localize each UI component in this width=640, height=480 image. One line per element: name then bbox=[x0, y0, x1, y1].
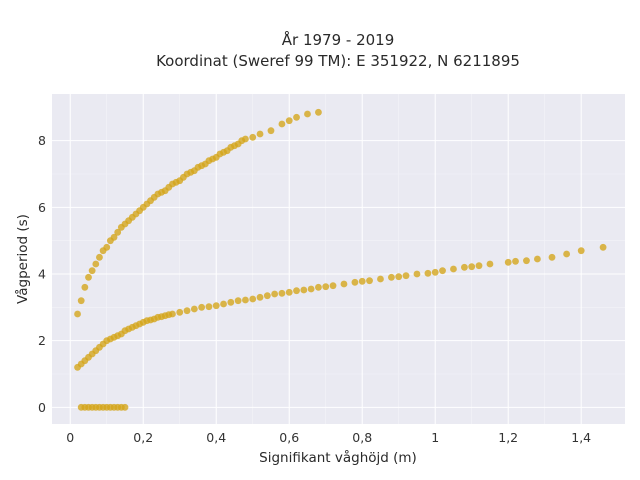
data-point-swell bbox=[77, 297, 85, 305]
chart-title: År 1979 - 2019 Koordinat (Sweref 99 TM):… bbox=[156, 30, 520, 70]
data-point-swell bbox=[103, 243, 111, 251]
data-point-wind-sea bbox=[461, 263, 468, 271]
data-point-wind-sea bbox=[322, 283, 330, 291]
data-point-wind-sea bbox=[577, 247, 585, 255]
data-point-wind-sea bbox=[599, 243, 607, 251]
data-point-swell bbox=[315, 108, 322, 116]
data-point-wind-sea bbox=[388, 273, 395, 281]
data-point-swell bbox=[96, 253, 103, 261]
data-point-swell bbox=[285, 117, 293, 125]
plot-area bbox=[52, 94, 625, 424]
data-point-wind-sea bbox=[198, 303, 206, 311]
data-point-wind-sea bbox=[358, 277, 366, 285]
data-point-wind-sea bbox=[431, 268, 439, 276]
data-point-zero-period bbox=[121, 403, 129, 411]
data-point-wind-sea bbox=[315, 283, 322, 291]
x-tick-label: 1,2 bbox=[498, 430, 518, 445]
data-point-wind-sea bbox=[285, 288, 293, 296]
data-point-wind-sea bbox=[293, 287, 300, 295]
data-point-swell bbox=[110, 233, 118, 241]
data-point-wind-sea bbox=[176, 308, 184, 316]
data-point-wind-sea bbox=[450, 265, 457, 273]
y-axis-label: Vågperiod (s) bbox=[14, 214, 31, 304]
x-tick-label: 1 bbox=[431, 430, 439, 445]
data-point-wind-sea bbox=[475, 262, 483, 270]
data-point-wind-sea bbox=[534, 255, 541, 263]
x-tick-label: 0,8 bbox=[352, 430, 372, 445]
data-point-swell bbox=[242, 135, 249, 143]
chart-title-line-2: Koordinat (Sweref 99 TM): E 351922, N 62… bbox=[156, 52, 520, 70]
data-point-swell bbox=[256, 130, 264, 138]
data-point-wind-sea bbox=[183, 307, 191, 315]
data-point-swell bbox=[81, 283, 89, 291]
grid-lines bbox=[52, 94, 625, 424]
data-point-wind-sea bbox=[212, 302, 220, 310]
data-point-wind-sea bbox=[278, 289, 286, 297]
data-point-wind-sea bbox=[424, 269, 432, 277]
data-point-wind-sea bbox=[340, 280, 348, 288]
data-point-swell bbox=[92, 260, 100, 268]
y-axis-ticks: 0 2 4 6 8 bbox=[38, 133, 46, 415]
y-tick-label: 6 bbox=[38, 200, 46, 215]
data-point-swell bbox=[74, 310, 81, 318]
y-tick-label: 2 bbox=[38, 333, 46, 348]
data-point-wind-sea bbox=[307, 285, 315, 293]
chart-title-line-1: År 1979 - 2019 bbox=[282, 30, 395, 49]
data-point-wind-sea bbox=[439, 267, 446, 275]
data-point-wind-sea bbox=[377, 275, 384, 283]
data-point-wind-sea bbox=[329, 282, 337, 290]
data-point-swell bbox=[293, 113, 300, 121]
data-point-wind-sea bbox=[512, 257, 519, 265]
data-point-wind-sea bbox=[395, 273, 403, 281]
x-tick-label: 1,4 bbox=[571, 430, 591, 445]
data-points bbox=[74, 108, 607, 411]
data-point-wind-sea bbox=[548, 253, 556, 261]
data-point-wind-sea bbox=[220, 300, 227, 308]
data-point-wind-sea bbox=[271, 290, 279, 298]
data-point-wind-sea bbox=[227, 298, 235, 306]
x-tick-label: 0,4 bbox=[206, 430, 226, 445]
data-point-wind-sea bbox=[205, 303, 213, 311]
data-point-wind-sea bbox=[234, 297, 242, 305]
data-point-wind-sea bbox=[486, 260, 494, 268]
data-point-wind-sea bbox=[249, 295, 257, 303]
data-point-wind-sea bbox=[256, 293, 264, 301]
data-point-wind-sea bbox=[300, 286, 308, 294]
y-tick-label: 4 bbox=[38, 267, 46, 282]
data-point-swell bbox=[88, 267, 96, 275]
y-tick-label: 8 bbox=[38, 133, 46, 148]
data-point-wind-sea bbox=[190, 305, 198, 313]
data-point-swell bbox=[267, 127, 275, 135]
x-tick-label: 0,2 bbox=[133, 430, 153, 445]
data-point-wind-sea bbox=[263, 292, 271, 300]
data-point-wind-sea bbox=[242, 296, 249, 304]
data-point-wind-sea bbox=[468, 263, 476, 271]
x-tick-label: 0 bbox=[66, 430, 74, 445]
data-point-wind-sea bbox=[504, 258, 512, 266]
x-axis-label: Signifikant våghöjd (m) bbox=[259, 449, 417, 466]
data-point-swell bbox=[304, 110, 311, 118]
data-point-wind-sea bbox=[563, 250, 571, 258]
data-point-wind-sea bbox=[402, 272, 410, 280]
data-point-swell bbox=[85, 273, 92, 281]
x-tick-label: 0,6 bbox=[279, 430, 299, 445]
data-point-swell bbox=[278, 120, 286, 128]
y-tick-label: 0 bbox=[38, 400, 46, 415]
data-point-wind-sea bbox=[366, 277, 373, 285]
data-point-swell bbox=[249, 133, 257, 141]
data-point-wind-sea bbox=[169, 310, 176, 318]
data-point-wind-sea bbox=[413, 270, 421, 278]
data-point-wind-sea bbox=[351, 278, 359, 286]
data-point-wind-sea bbox=[523, 257, 530, 265]
x-axis-ticks: 0 0,2 0,4 0,6 0,8 1 1,2 1,4 bbox=[66, 430, 591, 445]
data-point-swell bbox=[114, 228, 122, 236]
